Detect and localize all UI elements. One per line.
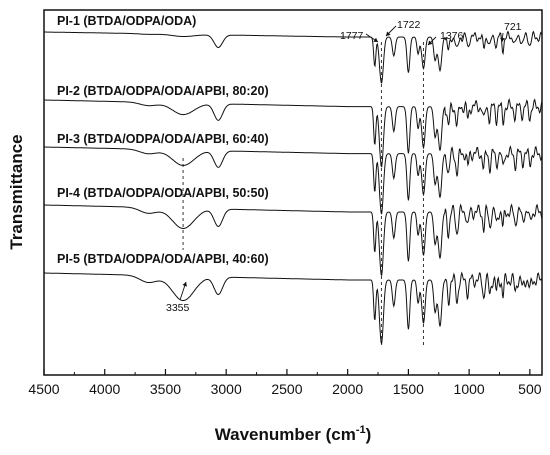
spectrum-line-2	[44, 98, 543, 168]
spectrum-line-5	[44, 271, 543, 345]
annotation-arrow-head	[386, 31, 391, 36]
x-tick-label: 3500	[150, 381, 181, 397]
annotation-1376: 1376	[440, 30, 464, 42]
plot-frame	[43, 9, 543, 376]
x-tick-label: 4500	[28, 381, 59, 397]
spectrum-line-4	[44, 203, 543, 277]
x-tick-label: 1000	[454, 381, 485, 397]
x-axis-title-main: Wavenumber (cm	[215, 425, 356, 444]
annotation-1722: 1722	[397, 19, 421, 31]
annotation-1777: 1777	[340, 30, 364, 42]
x-tick-label: 4000	[89, 381, 120, 397]
spectrum-line-3	[44, 145, 543, 215]
y-axis-title: Transmittance	[7, 134, 26, 249]
x-tick-label: 1500	[393, 381, 424, 397]
x-axis-ticks: 4500 4000 3500 3000 2500 2000 1500 1000 500	[28, 369, 542, 397]
series-label-5: PI-5 (BTDA/ODPA/ODA/APBI, 40:60)	[57, 252, 269, 266]
annotation-arrow-head	[428, 40, 433, 45]
x-tick-label: 2500	[271, 381, 302, 397]
series-labels: PI-1 (BTDA/ODPA/ODA) PI-2 (BTDA/ODPA/ODA/…	[57, 14, 269, 266]
annotation-arrow-head	[500, 37, 505, 42]
annotation-arrow-head	[182, 282, 187, 287]
annotation-arrow-head	[373, 37, 378, 42]
series-label-1: PI-1 (BTDA/ODPA/ODA)	[57, 14, 196, 28]
x-axis-title-end: )	[366, 425, 372, 444]
series-label-3: PI-3 (BTDA/ODPA/ODA/APBI, 60:40)	[57, 132, 269, 146]
x-tick-label: 2000	[332, 381, 363, 397]
x-axis-title-sup: -1	[356, 424, 366, 436]
spectrum-line-1	[44, 30, 543, 84]
annotation-3355: 3355	[166, 302, 190, 314]
spectra-group	[44, 30, 543, 345]
x-tick-label: 3000	[211, 381, 242, 397]
series-label-2: PI-2 (BTDA/ODPA/ODA/APBI, 80:20)	[57, 84, 269, 98]
annotation-721: 721	[504, 21, 522, 33]
series-label-4: PI-4 (BTDA/ODPA/ODA/APBI, 50:50)	[57, 186, 269, 200]
x-axis-title: Wavenumber (cm-1)	[215, 424, 372, 444]
annotations: 1777 1722 1376 721 3355	[166, 19, 522, 314]
x-tick-label: 500	[518, 381, 542, 397]
